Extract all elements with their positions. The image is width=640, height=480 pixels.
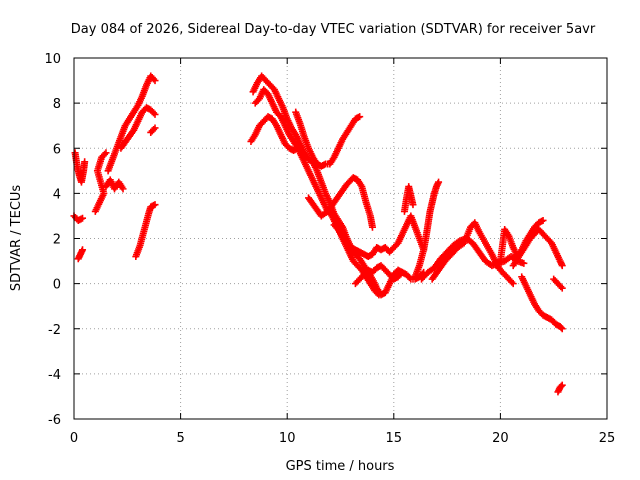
- data-point: [102, 149, 110, 157]
- y-tick-label: -6: [48, 413, 61, 428]
- data-point: [151, 77, 159, 85]
- x-tick-label: 15: [386, 431, 403, 446]
- data-point: [298, 149, 306, 157]
- data-point: [79, 246, 87, 254]
- data-point: [558, 325, 566, 333]
- x-tick-label: 10: [279, 431, 296, 446]
- y-tick-label: 0: [53, 278, 61, 293]
- x-tick-label: 0: [70, 431, 78, 446]
- data-point: [558, 262, 566, 270]
- data-point: [495, 259, 503, 267]
- y-tick-label: 2: [53, 233, 61, 248]
- data-point: [79, 214, 87, 222]
- data-point: [151, 110, 159, 118]
- y-tick-label: 6: [53, 142, 61, 157]
- x-tick-label: 5: [176, 431, 184, 446]
- chart-title: Day 084 of 2026, Sidereal Day-to-day VTE…: [71, 22, 596, 37]
- data-point: [558, 381, 566, 389]
- x-tick-label: 20: [492, 431, 509, 446]
- data-point: [508, 278, 516, 286]
- data-point: [398, 268, 406, 276]
- data-point: [520, 259, 528, 267]
- x-axis-label: GPS time / hours: [286, 459, 395, 474]
- data-point: [119, 185, 127, 193]
- data-point: [297, 147, 305, 155]
- data-point: [539, 216, 547, 224]
- data-point: [151, 124, 159, 132]
- x-tick-label: 25: [599, 431, 616, 446]
- data-point: [375, 291, 383, 299]
- data-point: [409, 201, 417, 209]
- y-tick-label: 8: [53, 97, 61, 112]
- data-point: [368, 223, 376, 231]
- data-point: [509, 280, 517, 288]
- y-tick-label: 10: [44, 52, 61, 67]
- data-point: [81, 158, 89, 166]
- data-point: [356, 113, 364, 121]
- data-point: [557, 382, 565, 390]
- data-points: [70, 72, 566, 396]
- y-tick-label: 4: [53, 187, 61, 202]
- y-axis-label: SDTVAR / TECUs: [9, 185, 24, 292]
- plot-frame: [73, 57, 608, 420]
- data-point: [101, 150, 109, 158]
- data-point: [397, 270, 405, 278]
- data-point: [151, 201, 159, 209]
- data-point: [558, 284, 566, 292]
- data-point: [373, 289, 381, 297]
- data-point: [557, 283, 565, 291]
- data-point: [435, 178, 443, 186]
- data-point: [557, 324, 565, 332]
- y-tick-label: -2: [48, 323, 61, 338]
- tick-labels: 0 5 10 15 20 25 -6 -4 -2 0 2 4 6 8 10: [44, 52, 615, 446]
- data-point: [150, 109, 158, 117]
- data-point: [150, 125, 158, 133]
- y-tick-label: -4: [48, 368, 61, 383]
- data-point: [150, 75, 158, 83]
